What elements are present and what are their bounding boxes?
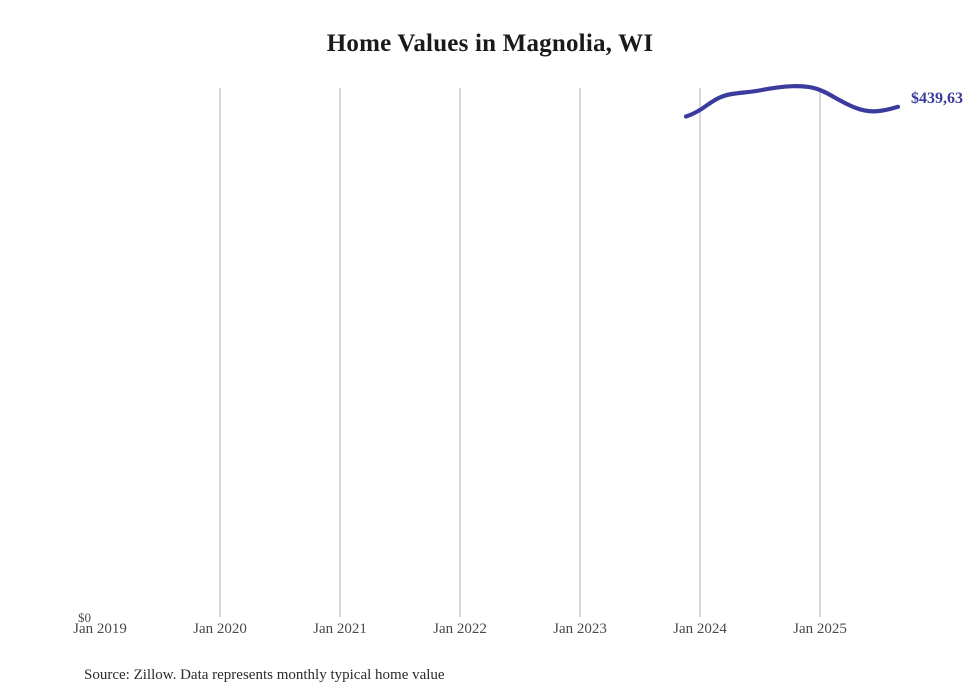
xtick-label-jan-2020: Jan 2020 — [193, 621, 247, 637]
plot-area: Jan 2019 Jan 2020 Jan 2021 Jan 2022 Jan … — [73, 84, 901, 637]
chart-title: Home Values in Magnolia, WI — [326, 30, 654, 57]
source-note: Source: Zillow. Data represents monthly … — [84, 667, 445, 683]
xtick-label-jan-2022: Jan 2022 — [433, 621, 487, 637]
xtick-label-jan-2025: Jan 2025 — [793, 621, 847, 637]
gridlines-group — [219, 88, 821, 617]
xtick-label-jan-2019: Jan 2019 — [73, 621, 127, 637]
ytick-label-zero: $0 — [78, 610, 91, 625]
home-value-line-series — [683, 84, 901, 119]
xtick-label-jan-2021: Jan 2021 — [313, 621, 367, 637]
chart-plot-svg — [219, 84, 901, 617]
xtick-label-jan-2023: Jan 2023 — [553, 621, 607, 637]
end-value-annotation: $439,63 — [911, 90, 963, 107]
xtick-label-jan-2024: Jan 2024 — [673, 621, 727, 637]
